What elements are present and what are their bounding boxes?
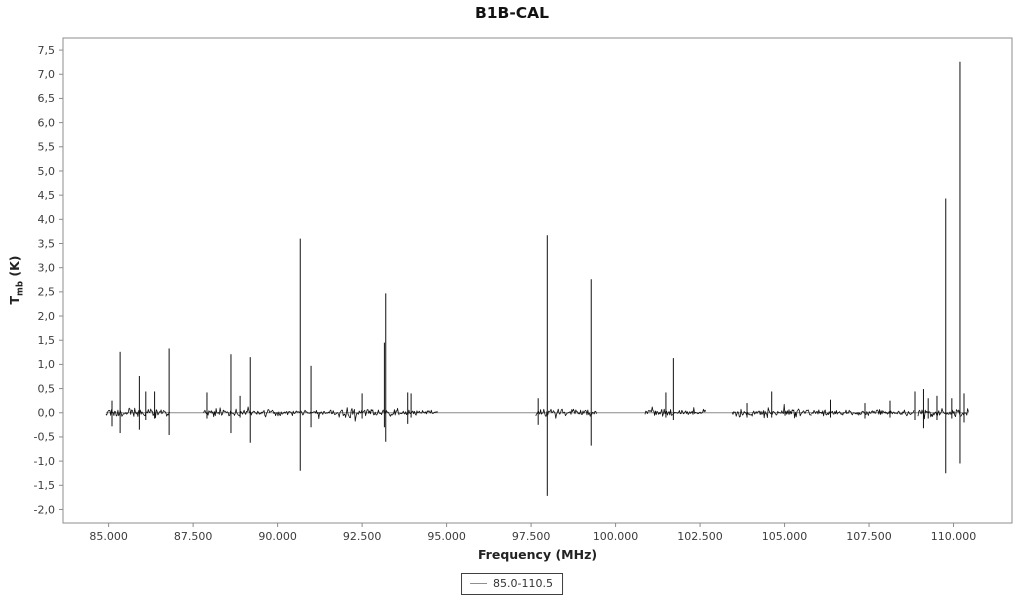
- y-tick-label: 7,0: [38, 68, 56, 81]
- noise-trace: [811, 409, 915, 417]
- y-tick-label: 6,0: [38, 116, 56, 129]
- y-tick-label: 1,5: [38, 334, 56, 347]
- noise-trace: [644, 406, 707, 417]
- y-axis-symbol: T: [7, 295, 22, 305]
- y-tick-label: 0,0: [38, 407, 56, 420]
- noise-trace: [917, 408, 969, 420]
- x-tick-label: 92.500: [343, 530, 382, 543]
- y-tick-label: 7,5: [38, 44, 56, 57]
- y-tick-label: 3,5: [38, 237, 56, 250]
- y-tick-label: 5,5: [38, 141, 56, 154]
- noise-trace: [399, 409, 438, 416]
- x-tick-label: 107.500: [846, 530, 892, 543]
- noise-trace: [338, 407, 400, 422]
- x-tick-label: 100.000: [593, 530, 639, 543]
- y-tick-label: 3,0: [38, 261, 56, 274]
- noise-trace: [535, 408, 597, 419]
- legend-label: 85.0-110.5: [493, 577, 553, 590]
- y-tick-label: 1,0: [38, 358, 56, 371]
- y-tick-label: -0,5: [34, 431, 55, 444]
- legend-line-swatch: [470, 583, 488, 584]
- x-tick-label: 105.000: [762, 530, 808, 543]
- x-tick-label: 87.500: [174, 530, 213, 543]
- x-tick-label: 95.000: [427, 530, 466, 543]
- legend: 85.0-110.5: [461, 573, 563, 595]
- y-tick-label: 2,0: [38, 310, 56, 323]
- x-tick-label: 102.500: [677, 530, 723, 543]
- x-tick-label: 110.000: [931, 530, 977, 543]
- y-tick-label: -1,0: [34, 455, 55, 468]
- y-tick-label: 4,0: [38, 213, 56, 226]
- x-tick-label: 85.000: [89, 530, 128, 543]
- y-axis-unit: (K): [7, 255, 22, 281]
- y-tick-label: -1,5: [34, 479, 55, 492]
- x-tick-label: 97.500: [512, 530, 551, 543]
- x-tick-label: 90.000: [258, 530, 297, 543]
- x-axis-label: Frequency (MHz): [477, 547, 598, 562]
- y-tick-label: 6,5: [38, 92, 56, 105]
- noise-trace: [105, 407, 170, 419]
- noise-trace: [203, 406, 271, 418]
- plot-border: [62, 37, 1013, 524]
- y-axis-subscript: mb: [15, 281, 26, 296]
- page-title: B1B-CAL: [474, 4, 550, 22]
- y-tick-label: 5,0: [38, 165, 56, 178]
- noise-trace: [270, 409, 339, 420]
- y-axis-label: Tmb (K): [7, 240, 27, 320]
- y-tick-label: 2,5: [38, 286, 56, 299]
- y-tick-label: 4,5: [38, 189, 56, 202]
- y-tick-label: -2,0: [34, 503, 55, 516]
- y-tick-label: 0,5: [38, 382, 56, 395]
